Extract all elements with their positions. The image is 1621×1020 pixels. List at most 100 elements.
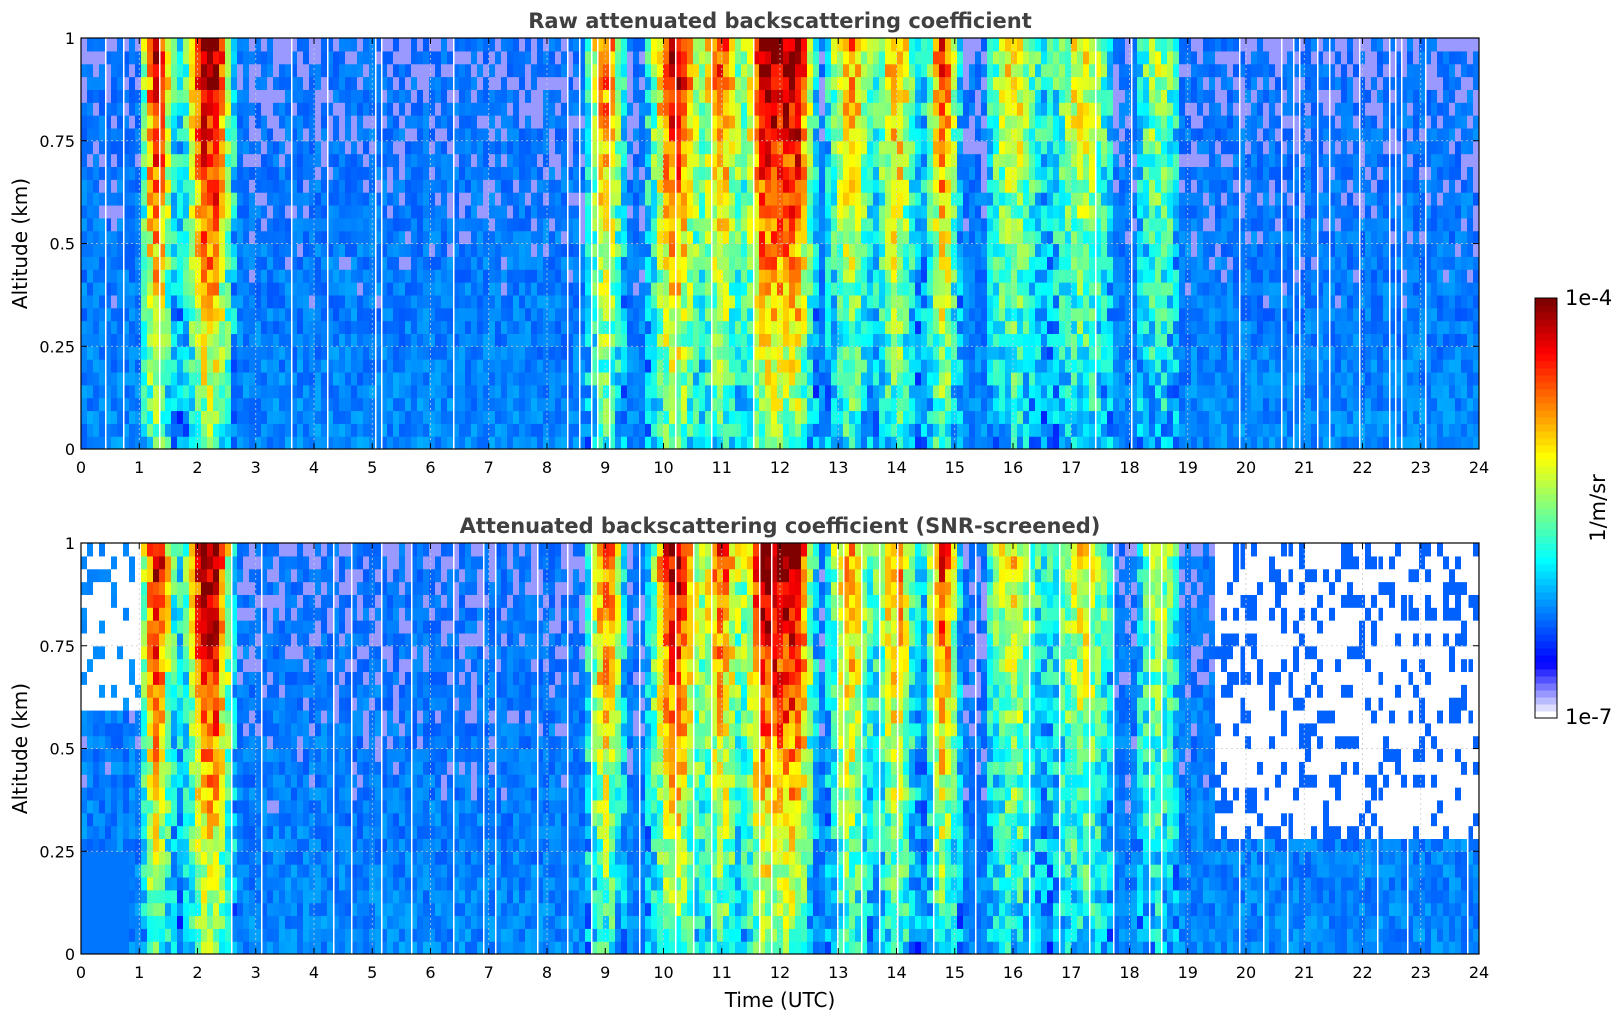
heatmap-cell (183, 179, 190, 193)
heatmap-cell (759, 371, 766, 386)
heatmap-cell (105, 243, 112, 257)
heatmap-cell (435, 294, 442, 309)
heatmap-cell (747, 256, 754, 270)
heatmap-cell (987, 192, 994, 206)
heatmap-cell (939, 269, 946, 283)
heatmap-cell (849, 397, 856, 412)
heatmap-cell (123, 436, 130, 449)
heatmap-cell (609, 217, 616, 232)
heatmap-cell (1011, 269, 1018, 283)
heatmap-cell (123, 127, 130, 142)
heatmap-cell (327, 192, 334, 206)
heatmap-cell (531, 140, 538, 155)
heatmap-cell (105, 76, 112, 90)
heatmap-cell (993, 50, 1000, 65)
heatmap-cell (807, 423, 814, 437)
heatmap-cell (381, 166, 388, 180)
heatmap-cell (789, 76, 796, 90)
heatmap-cell (387, 384, 394, 399)
heatmap-cell (603, 359, 610, 373)
heatmap-cell (753, 294, 760, 309)
heatmap-cell (585, 50, 592, 65)
heatmap-cell (279, 217, 286, 232)
heatmap-cell (159, 192, 166, 206)
heatmap-cell (141, 320, 148, 334)
heatmap-cell (207, 76, 214, 90)
heatmap-cell (219, 359, 226, 373)
heatmap-cell (651, 204, 658, 219)
heatmap-cell (735, 294, 742, 309)
heatmap-cell (417, 127, 424, 142)
heatmap-cell (933, 230, 940, 245)
heatmap-cell (345, 76, 352, 90)
heatmap-cell (711, 192, 718, 206)
heatmap-cell (1005, 166, 1012, 180)
heatmap-cell (483, 140, 490, 155)
heatmap-cell (399, 423, 406, 437)
heatmap-cell (771, 256, 778, 270)
heatmap-cell (999, 384, 1006, 399)
heatmap-cell (405, 256, 412, 270)
heatmap-cell (897, 359, 904, 373)
heatmap-cell (669, 256, 676, 270)
heatmap-cell (849, 63, 856, 78)
heatmap-cell (729, 423, 736, 437)
heatmap-cell (801, 50, 808, 65)
heatmap-cell (237, 384, 244, 399)
heatmap-cell (129, 423, 136, 437)
heatmap-cell (609, 192, 616, 206)
heatmap-cell (471, 115, 478, 129)
heatmap-cell (357, 320, 364, 334)
heatmap-cell (573, 89, 580, 103)
heatmap-cell (351, 256, 358, 270)
heatmap-cell (495, 359, 502, 373)
heatmap-cell (387, 76, 394, 90)
heatmap-cell (1005, 333, 1012, 347)
heatmap-cell (471, 307, 478, 322)
heatmap-cell (831, 76, 838, 90)
heatmap-cell (351, 294, 358, 309)
heatmap-cell (537, 76, 544, 90)
heatmap-cell (285, 217, 292, 232)
heatmap-cell (153, 50, 160, 65)
heatmap-cell (429, 127, 436, 142)
heatmap-cell (681, 269, 688, 283)
heatmap-cell (231, 282, 238, 296)
heatmap-cell (219, 153, 226, 168)
heatmap-cell (579, 423, 586, 437)
heatmap-cell (231, 410, 238, 424)
heatmap-cell (999, 307, 1006, 322)
heatmap-cell (501, 89, 508, 103)
heatmap-cell (897, 89, 904, 103)
heatmap-cell (489, 153, 496, 168)
heatmap-cell (357, 153, 364, 168)
heatmap-cell (729, 256, 736, 270)
heatmap-cell (363, 282, 370, 296)
heatmap-cell (213, 359, 220, 373)
heatmap-cell (291, 371, 298, 386)
heatmap-cell (621, 346, 628, 360)
heatmap-cell (795, 76, 802, 90)
heatmap-cell (777, 423, 784, 437)
heatmap-cell (909, 359, 916, 373)
heatmap-cell (255, 256, 262, 270)
heatmap-cell (963, 436, 970, 449)
heatmap-cell (123, 38, 130, 52)
heatmap-cell (945, 38, 952, 52)
heatmap-cell (771, 346, 778, 360)
heatmap-cell (471, 423, 478, 437)
heatmap-cell (519, 307, 526, 322)
heatmap-cell (759, 282, 766, 296)
heatmap-cell (81, 294, 88, 309)
heatmap-cell (639, 269, 646, 283)
heatmap-cell (741, 50, 748, 65)
heatmap-cell (759, 192, 766, 206)
heatmap-cell (363, 179, 370, 193)
heatmap-cell (981, 346, 988, 360)
heatmap-cell (261, 115, 268, 129)
heatmap-cell (279, 282, 286, 296)
heatmap-cell (447, 63, 454, 78)
heatmap-cell (591, 282, 598, 296)
heatmap-cell (657, 423, 664, 437)
heatmap-cell (477, 179, 484, 193)
